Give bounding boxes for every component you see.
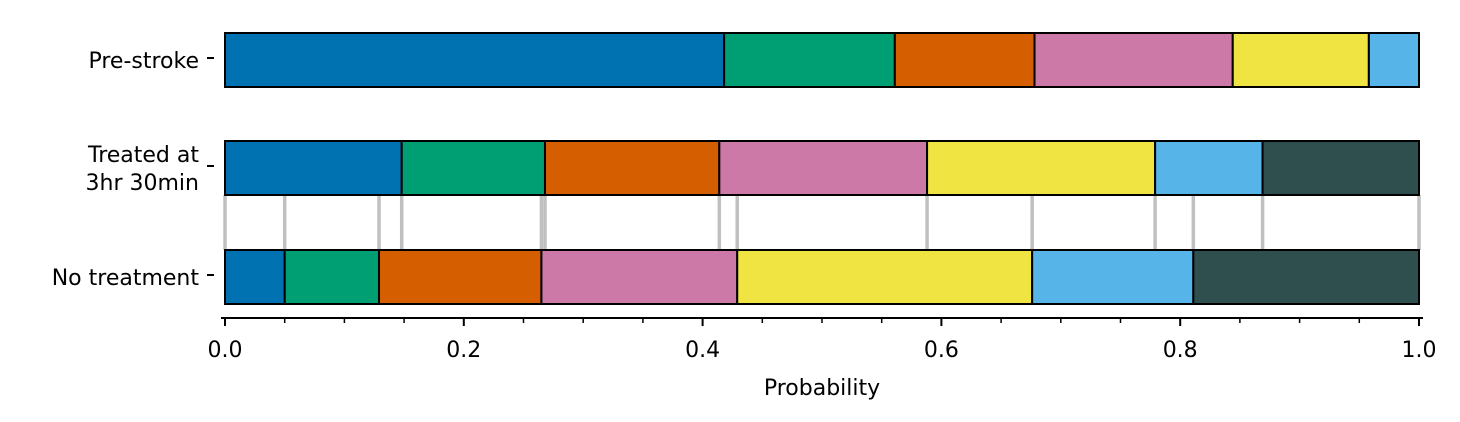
bar-segment — [540, 249, 739, 305]
x-axis-label: Probability — [764, 376, 880, 401]
bar-segment — [283, 249, 381, 305]
bar-segment — [1231, 32, 1370, 88]
bar-segment — [926, 140, 1157, 196]
bar-segment — [224, 32, 726, 88]
y-axis: Pre-stroke Treated at 3hr 30min No treatmen… — [52, 49, 214, 291]
bar-segment — [543, 140, 721, 196]
x-axis: 0.0 0.2 0.4 0.6 0.8 1.0 Probability — [208, 317, 1437, 401]
bar-segment — [1031, 249, 1195, 305]
x-tick-label: 1.0 — [1402, 338, 1437, 363]
y-tick-label: No treatment — [52, 266, 200, 291]
bar-segment — [1192, 249, 1420, 305]
x-tick-label: 0.2 — [446, 338, 481, 363]
x-tick-label: 0.4 — [685, 338, 720, 363]
bar-segment — [718, 140, 929, 196]
x-tick-label: 0.8 — [1163, 338, 1198, 363]
y-tick-label: Pre-stroke — [88, 49, 199, 74]
connector-lines — [223, 195, 1421, 250]
x-tick-label: 0.0 — [208, 338, 243, 363]
bars — [224, 32, 1421, 305]
bar-segment — [893, 32, 1036, 88]
x-tick-label: 0.6 — [924, 338, 959, 363]
bar-segment — [1154, 140, 1264, 196]
bar-segment — [224, 249, 286, 305]
bar-segment — [1367, 32, 1421, 88]
bar-segment — [378, 249, 543, 305]
bar-segment — [723, 32, 896, 88]
bar-segment — [1261, 140, 1421, 196]
y-tick-label: Treated at 3hr 30min — [86, 143, 200, 196]
bar-segment — [1033, 32, 1234, 88]
bar-segment — [224, 140, 403, 196]
bar-segment — [400, 140, 546, 196]
bar-segment — [736, 249, 1034, 305]
